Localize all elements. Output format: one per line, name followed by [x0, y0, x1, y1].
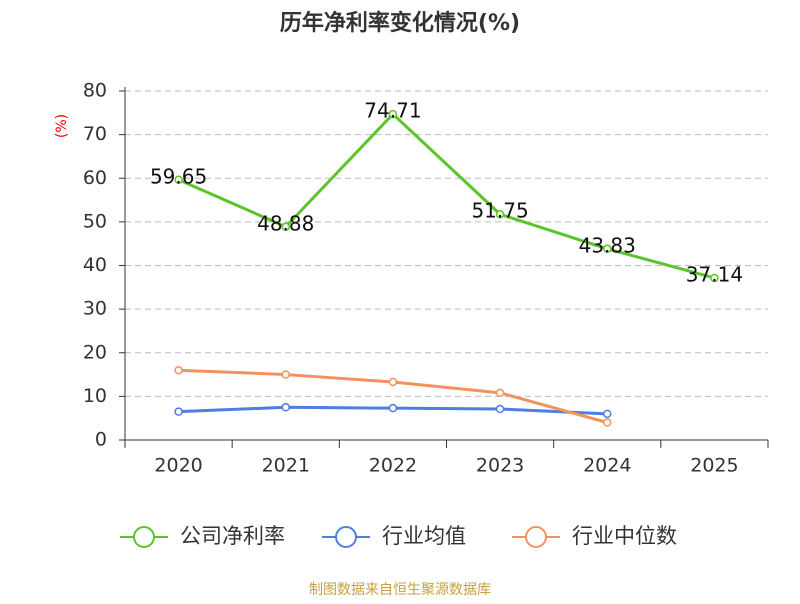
y-tick-label: 70 [83, 123, 107, 145]
point [281, 222, 290, 232]
data-label: 43.83 [579, 233, 636, 257]
y-tick-label: 40 [83, 254, 107, 276]
point [281, 403, 290, 412]
x-tick-label: 2024 [583, 455, 631, 477]
legend-marker [335, 526, 357, 548]
point [603, 418, 612, 427]
data-label: 59.65 [150, 164, 207, 188]
chart-title: 历年净利率变化情况(%) [280, 10, 520, 36]
point [388, 109, 398, 119]
y-tick-label: 80 [83, 80, 107, 102]
y-tick-label: 30 [83, 298, 107, 320]
point [495, 404, 505, 414]
point [281, 370, 290, 379]
y-tick-label: 20 [83, 341, 107, 363]
source-note: 制图数据来自恒生聚源数据库 [309, 582, 491, 598]
legend-marker [525, 526, 547, 548]
point [388, 403, 398, 413]
x-tick-label: 2020 [154, 455, 202, 477]
point [603, 409, 612, 419]
point [174, 407, 183, 416]
x-tick-label: 2022 [369, 455, 417, 477]
point [174, 365, 183, 375]
x-tick-label: 2021 [262, 455, 310, 477]
legend-label: 行业中位数 [572, 524, 677, 548]
data-label: 74.71 [364, 99, 421, 123]
data-label: 48.88 [257, 211, 314, 235]
data-label: 51.75 [471, 199, 528, 223]
y-tick-label: 0 [95, 429, 107, 451]
legend-label: 行业均值 [382, 524, 466, 548]
y-tick-label: 60 [83, 167, 107, 189]
point [710, 273, 719, 283]
legend-marker [133, 526, 155, 548]
point [603, 244, 612, 254]
x-tick-label: 2025 [690, 455, 738, 477]
x-tick-label: 2023 [476, 455, 524, 477]
legend-label: 公司净利率 [180, 524, 285, 548]
y-axis-label: (%) [54, 114, 70, 138]
y-tick-label: 10 [83, 385, 107, 407]
point [388, 377, 398, 387]
point [495, 209, 505, 219]
series-line [177, 111, 715, 280]
y-tick-label: 50 [83, 210, 107, 232]
data-label: 37.14 [686, 262, 743, 286]
point [174, 175, 183, 185]
point [495, 388, 505, 398]
